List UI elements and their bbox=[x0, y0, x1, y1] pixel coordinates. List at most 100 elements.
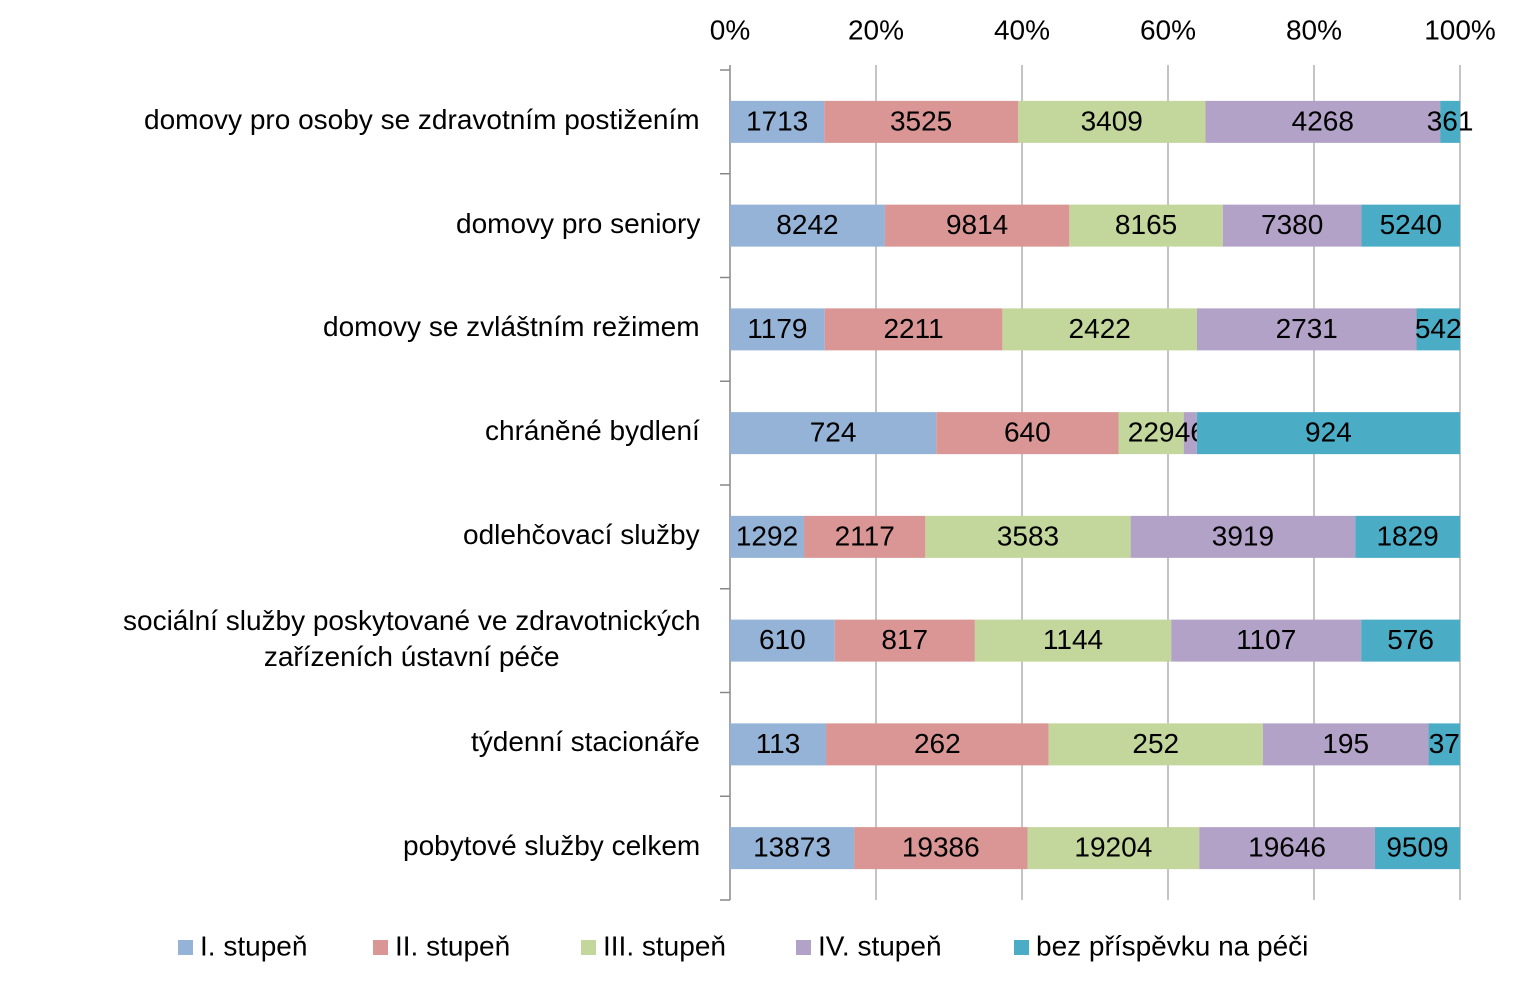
bar-segment bbox=[730, 827, 855, 870]
bar-segment bbox=[1205, 100, 1441, 143]
legend-swatch bbox=[373, 940, 388, 955]
value-label: 4268 bbox=[1292, 105, 1354, 136]
bar-segment bbox=[730, 204, 885, 247]
legend-swatch bbox=[1014, 940, 1029, 955]
bar-segment bbox=[1197, 308, 1417, 351]
value-label: 5240 bbox=[1380, 209, 1442, 240]
bar-segment bbox=[884, 204, 1070, 247]
bar-segment bbox=[1196, 412, 1460, 455]
bar-segment bbox=[1262, 723, 1429, 766]
value-label: 1144 bbox=[1043, 624, 1103, 655]
value-label: 2211 bbox=[883, 313, 943, 344]
bar-segment bbox=[804, 515, 926, 558]
bar-segment bbox=[834, 619, 975, 662]
legend-label: I. stupeň bbox=[200, 930, 307, 961]
value-label: 724 bbox=[810, 417, 857, 448]
value-label: 2731 bbox=[1276, 313, 1338, 344]
bar-segment bbox=[1048, 723, 1263, 766]
bar-segment bbox=[1027, 827, 1200, 870]
value-label: 13873 bbox=[753, 832, 831, 863]
value-label: 195 bbox=[1322, 728, 1369, 759]
value-label: 8242 bbox=[776, 209, 838, 240]
legend-swatch bbox=[178, 940, 193, 955]
x-tick-label: 40% bbox=[994, 14, 1050, 45]
bar-segment bbox=[730, 723, 827, 766]
value-label: 817 bbox=[881, 624, 928, 655]
bar-segment bbox=[1374, 827, 1460, 870]
bar-segment bbox=[730, 619, 835, 662]
value-label: 1713 bbox=[746, 105, 808, 136]
bar-segment bbox=[1361, 619, 1460, 662]
legend-label: bez příspěvku na péči bbox=[1036, 930, 1308, 961]
bar-segment bbox=[1002, 308, 1198, 351]
value-label: 2422 bbox=[1069, 313, 1131, 344]
x-tick-label: 60% bbox=[1140, 14, 1196, 45]
bar-segment bbox=[1171, 619, 1362, 662]
bar-segment bbox=[1428, 723, 1460, 766]
legend-swatch bbox=[581, 940, 596, 955]
bar-segment bbox=[824, 100, 1019, 143]
bar-segment bbox=[824, 308, 1003, 351]
category-label: pobytové služby celkem bbox=[403, 830, 701, 862]
bar-segment bbox=[1222, 204, 1362, 247]
bar-segment bbox=[730, 412, 937, 455]
value-label: 19386 bbox=[902, 832, 980, 863]
bar-segment bbox=[1018, 100, 1206, 143]
bar-segment bbox=[925, 515, 1131, 558]
value-label: 9509 bbox=[1386, 832, 1448, 863]
legend-label: IV. stupeň bbox=[818, 930, 942, 961]
value-label: 252 bbox=[1132, 728, 1179, 759]
bar-segment bbox=[826, 723, 1049, 766]
value-label: 229 bbox=[1128, 417, 1175, 448]
legend-swatch bbox=[796, 940, 811, 955]
bar-segment bbox=[854, 827, 1028, 870]
x-tick-label: 20% bbox=[848, 14, 904, 45]
x-tick-label: 0% bbox=[710, 14, 750, 45]
value-label: 3525 bbox=[890, 105, 952, 136]
value-label: 37 bbox=[1429, 728, 1460, 759]
bar-segment bbox=[1069, 204, 1223, 247]
value-label: 924 bbox=[1305, 417, 1352, 448]
value-label: 3409 bbox=[1081, 105, 1143, 136]
category-label: domovy pro osoby se zdravotním postižení… bbox=[144, 103, 700, 135]
value-label: 3583 bbox=[997, 520, 1059, 551]
value-label: 2117 bbox=[835, 520, 895, 551]
category-label: týdenní stacionáře bbox=[471, 726, 700, 758]
bar-segment bbox=[1416, 308, 1460, 351]
value-label: 9814 bbox=[946, 209, 1008, 240]
bar-segment bbox=[1118, 412, 1184, 455]
value-label: 1292 bbox=[736, 520, 798, 551]
bar-segment bbox=[1355, 515, 1460, 558]
category-label: domovy se zvláštním režimem bbox=[323, 311, 700, 343]
value-label: 1829 bbox=[1376, 520, 1438, 551]
value-label: 19646 bbox=[1248, 832, 1326, 863]
bar-segment bbox=[1183, 412, 1197, 455]
bar-segment bbox=[1130, 515, 1356, 558]
value-label: 262 bbox=[914, 728, 961, 759]
bar-segment bbox=[730, 100, 825, 143]
bar-segment bbox=[1440, 100, 1460, 143]
value-label: 7380 bbox=[1261, 209, 1323, 240]
value-label: 542 bbox=[1415, 313, 1462, 344]
legend-label: III. stupeň bbox=[603, 930, 726, 961]
bar-segment bbox=[730, 308, 825, 351]
value-label: 8165 bbox=[1115, 209, 1177, 240]
value-label: 1107 bbox=[1236, 624, 1296, 655]
bar-segment bbox=[1361, 204, 1460, 247]
value-label: 576 bbox=[1387, 624, 1434, 655]
bar-segment bbox=[974, 619, 1172, 662]
value-label: 3919 bbox=[1212, 520, 1274, 551]
x-tick-label: 100% bbox=[1424, 14, 1496, 45]
value-label: 361 bbox=[1427, 105, 1474, 136]
value-label: 640 bbox=[1004, 417, 1051, 448]
value-label: 113 bbox=[756, 728, 801, 759]
legend-label: II. stupeň bbox=[395, 930, 510, 961]
bar-segment bbox=[730, 515, 805, 558]
category-label: chráněné bydlení bbox=[485, 415, 700, 447]
value-label: 19204 bbox=[1074, 832, 1152, 863]
category-label: domovy pro seniory bbox=[456, 207, 701, 239]
bar-segment bbox=[1199, 827, 1375, 870]
bar-segment bbox=[936, 412, 1119, 455]
